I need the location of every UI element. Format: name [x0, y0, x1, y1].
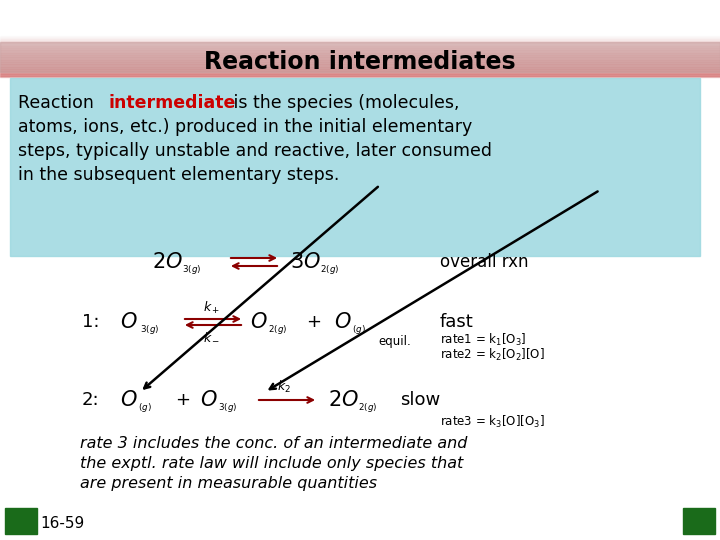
- Text: are present in measurable quantities: are present in measurable quantities: [80, 476, 377, 491]
- Text: Reaction intermediates: Reaction intermediates: [204, 50, 516, 74]
- Text: 1:: 1:: [82, 313, 99, 331]
- Bar: [0, 53, 720, 54]
- Bar: [0, 57, 720, 58]
- Text: is the species (molecules,: is the species (molecules,: [228, 94, 459, 112]
- Text: $_{2(g)}$: $_{2(g)}$: [358, 401, 377, 414]
- Text: $_{2(g)}$: $_{2(g)}$: [268, 322, 287, 335]
- Text: $3O$: $3O$: [290, 252, 321, 272]
- Text: atoms, ions, etc.) produced in the initial elementary: atoms, ions, etc.) produced in the initi…: [18, 118, 472, 136]
- Bar: [0, 63, 720, 64]
- Text: $_{3(g)}$: $_{3(g)}$: [182, 262, 202, 275]
- Bar: [10, 78, 700, 256]
- Bar: [0, 55, 720, 56]
- Bar: [0, 58, 720, 59]
- Text: slow: slow: [400, 391, 440, 409]
- Text: equil.: equil.: [379, 335, 411, 348]
- Bar: [0, 73, 720, 74]
- Text: $k_2$: $k_2$: [277, 379, 291, 395]
- Text: $_{(g)}$: $_{(g)}$: [138, 401, 152, 414]
- Bar: [0, 65, 720, 66]
- Text: $_{2(g)}$: $_{2(g)}$: [320, 262, 339, 275]
- Text: $2O$: $2O$: [328, 390, 359, 410]
- Text: overall rxn: overall rxn: [440, 253, 528, 271]
- Text: $k_-$: $k_-$: [203, 329, 220, 342]
- Text: Reaction: Reaction: [18, 94, 99, 112]
- Text: $O$: $O$: [200, 390, 217, 410]
- Bar: [0, 42, 720, 72]
- Text: $k_+$: $k_+$: [203, 300, 220, 316]
- Bar: [0, 45, 720, 46]
- Bar: [0, 68, 720, 69]
- Bar: [0, 76, 720, 77]
- Bar: [0, 61, 720, 62]
- Text: 2:: 2:: [82, 391, 99, 409]
- Text: rate2 = k$_2$[O$_2$][O]: rate2 = k$_2$[O$_2$][O]: [440, 347, 545, 363]
- Text: rate1 = k$_1$[O$_3$]: rate1 = k$_1$[O$_3$]: [440, 332, 526, 348]
- Text: $2O$: $2O$: [152, 252, 183, 272]
- Bar: [0, 40, 720, 41]
- Bar: [0, 67, 720, 68]
- Bar: [0, 36, 720, 37]
- Bar: [0, 60, 720, 61]
- Text: $O$: $O$: [334, 312, 351, 332]
- Bar: [0, 69, 720, 70]
- Bar: [0, 62, 720, 63]
- Text: rate3 = k$_3$[O][O$_3$]: rate3 = k$_3$[O][O$_3$]: [440, 414, 545, 430]
- Text: rate 3 includes the conc. of an intermediate and: rate 3 includes the conc. of an intermed…: [80, 436, 467, 451]
- Bar: [0, 37, 720, 38]
- Bar: [0, 56, 720, 57]
- Bar: [0, 43, 720, 44]
- Bar: [0, 66, 720, 67]
- Text: +: +: [175, 391, 190, 409]
- Bar: [683, 508, 715, 534]
- Bar: [0, 47, 720, 48]
- Text: steps, typically unstable and reactive, later consumed: steps, typically unstable and reactive, …: [18, 142, 492, 160]
- Bar: [0, 35, 720, 36]
- Bar: [0, 41, 720, 42]
- Bar: [0, 54, 720, 55]
- Bar: [0, 50, 720, 51]
- Text: $_{(g)}$: $_{(g)}$: [352, 322, 366, 335]
- Bar: [0, 51, 720, 52]
- Text: +: +: [306, 313, 321, 331]
- Bar: [0, 64, 720, 65]
- Text: the exptl. rate law will include only species that: the exptl. rate law will include only sp…: [80, 456, 463, 471]
- Bar: [0, 38, 720, 39]
- Text: $_{3(g)}$: $_{3(g)}$: [140, 322, 159, 335]
- Text: $O$: $O$: [120, 390, 138, 410]
- Bar: [0, 52, 720, 53]
- Text: in the subsequent elementary steps.: in the subsequent elementary steps.: [18, 166, 339, 184]
- Bar: [0, 74, 720, 75]
- Text: fast: fast: [440, 313, 474, 331]
- Text: intermediate: intermediate: [108, 94, 235, 112]
- Bar: [0, 39, 720, 40]
- Text: $O$: $O$: [250, 312, 268, 332]
- Text: $_{3(g)}$: $_{3(g)}$: [218, 401, 238, 414]
- Bar: [0, 72, 720, 73]
- Bar: [0, 42, 720, 43]
- Bar: [0, 44, 720, 45]
- Bar: [0, 75, 720, 76]
- Bar: [0, 59, 720, 60]
- Text: $O$: $O$: [120, 312, 138, 332]
- Bar: [5, 508, 37, 534]
- Bar: [0, 46, 720, 47]
- Text: 16-59: 16-59: [40, 516, 84, 531]
- Bar: [0, 49, 720, 50]
- Bar: [0, 71, 720, 72]
- Bar: [0, 48, 720, 49]
- Bar: [0, 70, 720, 71]
